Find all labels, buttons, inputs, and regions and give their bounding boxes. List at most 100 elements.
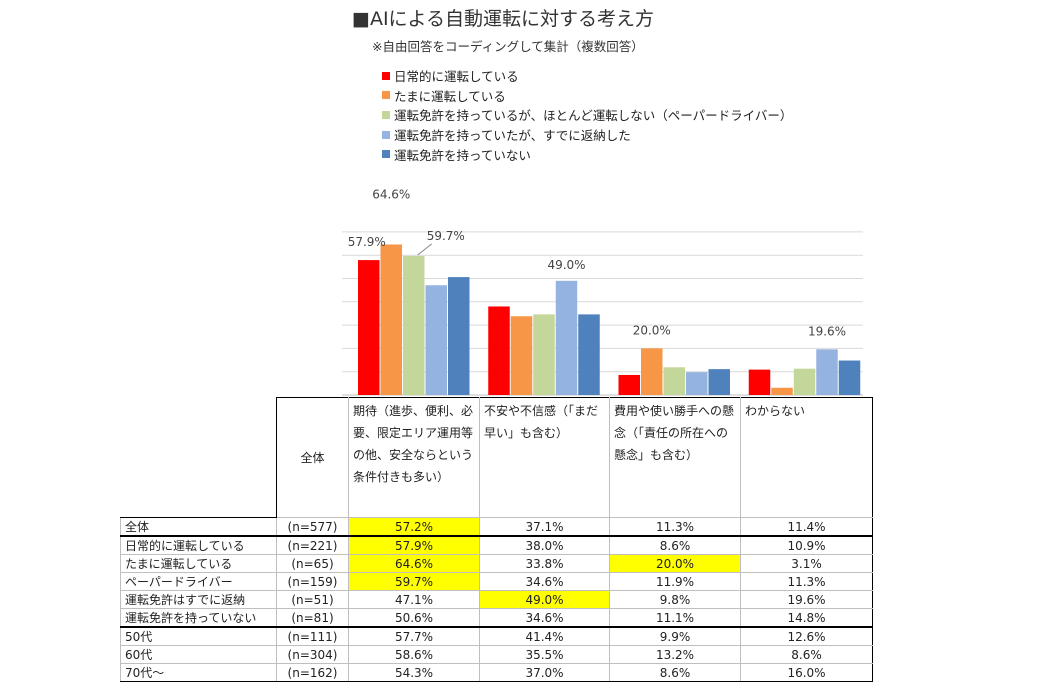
cell-value: 8.6% xyxy=(609,663,741,682)
legend-swatch xyxy=(382,150,390,159)
legend-item: たまに運転している xyxy=(382,86,792,106)
legend-label: 運転免許を持っていたが、すでに返納した xyxy=(394,128,631,144)
bar xyxy=(533,314,555,395)
cell-value: 11.1% xyxy=(609,608,741,628)
cell-value: 41.4% xyxy=(479,626,610,646)
bar xyxy=(403,255,425,395)
table-header-row: 全体 期待（進歩、便利、必要、限定エリア運用等の他、安全ならという条件付きも多い… xyxy=(120,397,873,518)
data-label: 19.6% xyxy=(808,324,846,338)
bar xyxy=(793,368,816,395)
cell-value: 10.9% xyxy=(740,535,873,555)
cell-value: 19.6% xyxy=(740,590,873,609)
cell-value: 9.8% xyxy=(609,590,741,609)
cell-value: 37.1% xyxy=(479,517,610,537)
bar-chart: 57.9% 64.6% 59.7% 49.0% 20.0% 19.6% xyxy=(342,187,863,396)
data-label: 59.7% xyxy=(427,229,465,243)
table-row: 運転免許はすでに返納 (n=51) 47.1% 49.0% 9.8% 19.6% xyxy=(120,590,873,609)
cell-value: 59.7% xyxy=(348,572,480,591)
cell-value: 8.6% xyxy=(609,535,741,555)
table-row: たまに運転している (n=65) 64.6% 33.8% 20.0% 3.1% xyxy=(120,554,873,573)
row-label: 全体 xyxy=(120,517,277,537)
cell-value: 20.0% xyxy=(609,554,741,573)
cell-value: 11.3% xyxy=(740,572,873,591)
bar xyxy=(641,348,663,395)
row-n: (n=111) xyxy=(276,626,349,646)
row-n: (n=65) xyxy=(276,554,349,573)
row-label: 日常的に運転している xyxy=(120,535,277,555)
cell-value: 37.0% xyxy=(479,663,610,682)
cell-value: 57.7% xyxy=(348,626,480,646)
cell-value: 35.5% xyxy=(479,645,610,664)
data-table: 全体 期待（進歩、便利、必要、限定エリア運用等の他、安全ならという条件付きも多い… xyxy=(120,397,873,682)
legend-item: 運転免許を持っているが、ほとんど運転しない（ペーパードライバー） xyxy=(382,105,792,125)
cell-value: 64.6% xyxy=(348,554,480,573)
legend-label: 運転免許を持っているが、ほとんど運転しない（ペーパードライバー） xyxy=(394,108,793,124)
row-n: (n=577) xyxy=(276,517,349,537)
cell-value: 8.6% xyxy=(740,645,873,664)
cell-value: 33.8% xyxy=(479,554,610,573)
row-n: (n=221) xyxy=(276,535,349,555)
chart-title: ■AIによる自動運転に対する考え方 xyxy=(352,8,654,30)
table-row: 運転免許を持っていない (n=81) 50.6% 34.6% 11.1% 14.… xyxy=(120,608,873,628)
legend-swatch xyxy=(382,130,390,139)
cell-value: 58.6% xyxy=(348,645,480,664)
data-label: 20.0% xyxy=(633,323,671,337)
cell-value: 12.6% xyxy=(740,626,873,646)
cell-value: 13.2% xyxy=(609,645,741,664)
legend-item: 運転免許を持っていない xyxy=(382,144,792,164)
table-row: 60代 (n=304) 58.6% 35.5% 13.2% 8.6% xyxy=(120,645,873,664)
cell-value: 54.3% xyxy=(348,663,480,682)
table-header-expectation: 期待（進歩、便利、必要、限定エリア運用等の他、安全ならという条件付きも多い） xyxy=(348,397,480,518)
table-row: 70代～ (n=162) 54.3% 37.0% 8.6% 16.0% xyxy=(120,663,873,682)
data-label: 64.6% xyxy=(372,187,410,201)
cell-value: 47.1% xyxy=(348,590,480,609)
bar xyxy=(838,360,861,395)
bar xyxy=(708,369,730,395)
legend-item: 運転免許を持っていたが、すでに返納した xyxy=(382,125,792,145)
bar xyxy=(686,372,708,395)
row-label: 60代 xyxy=(120,645,277,664)
data-label-leader xyxy=(417,243,433,256)
row-n: (n=162) xyxy=(276,663,349,682)
data-label: 49.0% xyxy=(547,258,585,272)
row-n: (n=159) xyxy=(276,572,349,591)
data-label: 57.9% xyxy=(348,235,386,249)
legend-swatch xyxy=(382,110,390,119)
legend-swatch xyxy=(382,71,390,80)
row-label: 50代 xyxy=(120,626,277,646)
table-header-cost: 費用や使い勝手への懸念（「責任の所在への懸念」も含む） xyxy=(609,397,741,518)
cell-value: 11.4% xyxy=(740,517,873,537)
legend-item: 日常的に運転している xyxy=(382,66,792,86)
legend: 日常的に運転している たまに運転している 運転免許を持っているが、ほとんど運転し… xyxy=(382,66,792,164)
table-row: 全体 (n=577) 57.2% 37.1% 11.3% 11.4% xyxy=(120,517,873,537)
row-label: たまに運転している xyxy=(120,554,277,573)
table-row: ペーパードライバー (n=159) 59.7% 34.6% 11.9% 11.3… xyxy=(120,572,873,591)
cell-value: 38.0% xyxy=(479,535,610,555)
bar xyxy=(488,306,510,395)
bar xyxy=(358,260,380,395)
cell-value: 50.6% xyxy=(348,608,480,628)
legend-label: 日常的に運転している xyxy=(394,69,519,85)
row-n: (n=51) xyxy=(276,590,349,609)
bar xyxy=(555,280,578,395)
bar xyxy=(748,369,771,395)
cell-value: 11.9% xyxy=(609,572,741,591)
legend-swatch xyxy=(382,91,390,100)
row-n: (n=304) xyxy=(276,645,349,664)
cell-value: 16.0% xyxy=(740,663,873,682)
cell-value: 14.8% xyxy=(740,608,873,628)
table-row: 50代 (n=111) 57.7% 41.4% 9.9% 12.6% xyxy=(120,626,873,646)
cell-value: 9.9% xyxy=(609,626,741,646)
cell-value: 57.9% xyxy=(348,535,480,555)
row-label: ペーパードライバー xyxy=(120,572,277,591)
table-header-anxiety: 不安や不信感（「まだ早い」も含む） xyxy=(479,397,610,518)
cell-value: 3.1% xyxy=(740,554,873,573)
legend-label: 運転免許を持っていない xyxy=(394,147,531,163)
bar xyxy=(663,367,685,395)
bar xyxy=(425,285,447,395)
cell-value: 34.6% xyxy=(479,572,610,591)
row-n: (n=81) xyxy=(276,608,349,628)
row-label: 70代～ xyxy=(120,663,277,682)
bar xyxy=(448,277,470,395)
table-header-all: 全体 xyxy=(276,397,349,518)
